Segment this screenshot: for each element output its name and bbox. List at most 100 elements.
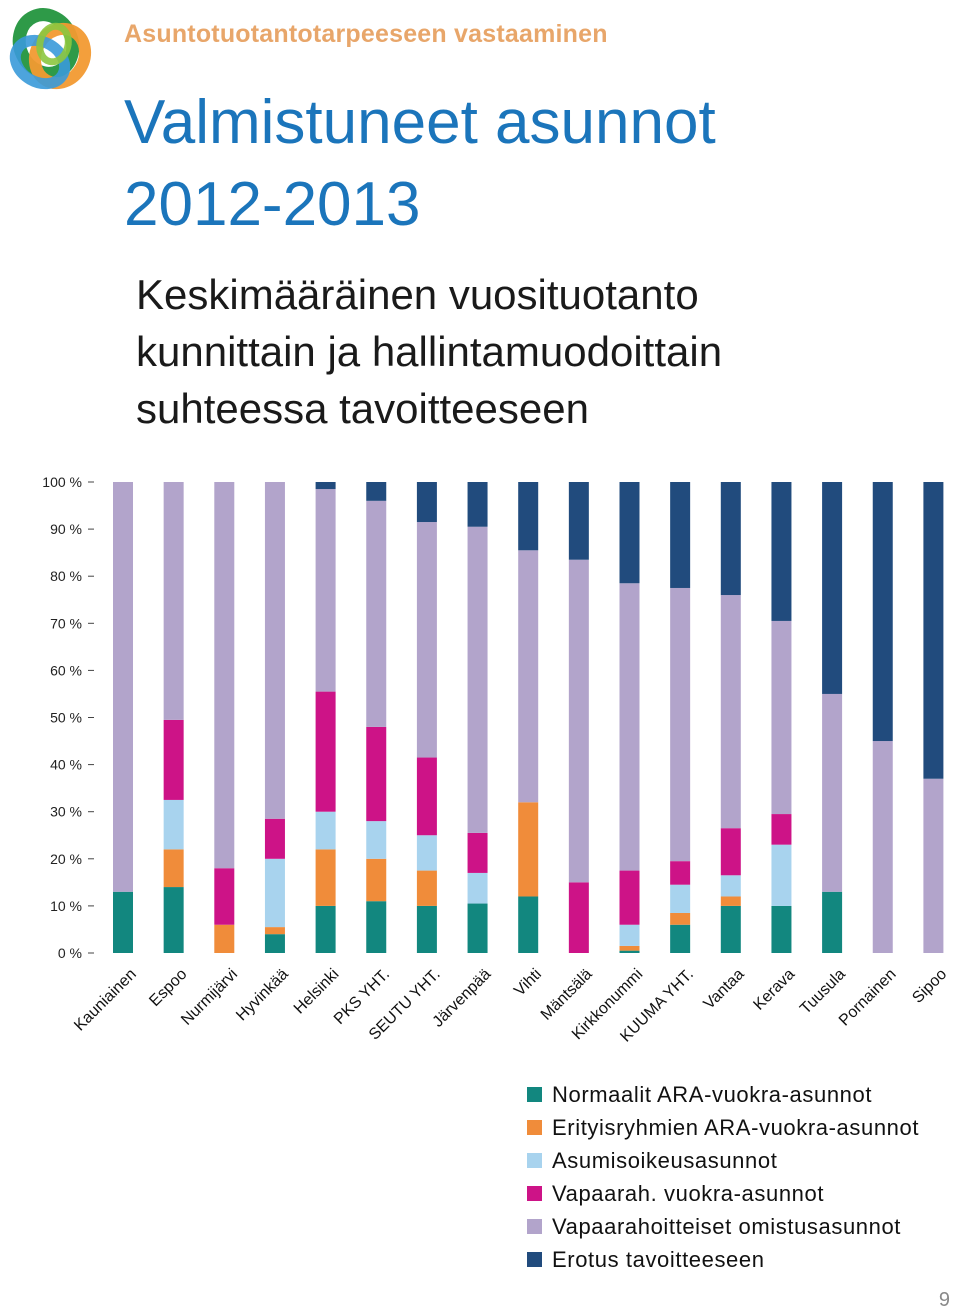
bar-segment [315, 811, 336, 850]
bar-segment [771, 482, 792, 621]
subtitle-line-2: kunnittain ja hallintamuodoittain [136, 328, 723, 375]
x-tick-label: Sipoo [909, 966, 950, 1007]
bar-segment [568, 559, 589, 883]
bar-segment [619, 950, 640, 953]
y-tick-label: 20 % [50, 851, 82, 867]
bar-segment [264, 858, 285, 928]
logo-icon [9, 8, 92, 90]
legend-swatch [527, 1120, 542, 1135]
legend-item: Asumisoikeusasunnot [527, 1144, 919, 1177]
x-tick-label: Kerava [750, 966, 798, 1014]
chart-legend: Normaalit ARA-vuokra-asunnot Erityisryhmi… [527, 1078, 919, 1276]
bar-segment [113, 891, 133, 953]
bar-segment [467, 482, 488, 527]
bar-segment [619, 583, 640, 871]
bar-segment [366, 500, 387, 727]
legend-item: Normaalit ARA-vuokra-asunnot [527, 1078, 919, 1111]
bar-segment [366, 858, 387, 902]
y-tick-label: 50 % [50, 710, 82, 726]
bar-segment [163, 849, 184, 888]
bar-segment [467, 903, 488, 953]
bar-segment [264, 818, 285, 859]
bar-segment [264, 934, 285, 953]
bar-segment [163, 482, 184, 720]
bar-segment [315, 849, 336, 906]
chart-subtitle: Keskimääräinen vuosituotanto kunnittain … [136, 266, 936, 437]
bar-segment [214, 924, 235, 953]
top-title: Asuntotuotantotarpeeseen vastaaminen [124, 20, 608, 48]
y-tick-label: 90 % [50, 521, 82, 537]
bar-segment [163, 719, 184, 800]
bar-segment [416, 757, 437, 836]
y-tick-label: 10 % [50, 898, 82, 914]
bar-segment [822, 482, 843, 694]
x-tick-label: Kauniainen [71, 966, 140, 1035]
legend-item: Erityisryhmien ARA-vuokra-asunnot [527, 1111, 919, 1144]
bar-segment [518, 550, 539, 803]
bar-segment [416, 870, 437, 906]
bar-segment [366, 726, 387, 822]
bar-segment [416, 482, 437, 523]
bar-segment [315, 489, 336, 692]
bar-segment [771, 844, 792, 906]
bar-segment [720, 896, 741, 906]
legend-label: Erotus tavoitteeseen [552, 1246, 765, 1272]
bar-segment [214, 868, 235, 925]
y-tick-label: 40 % [50, 757, 82, 773]
bar-segment [264, 482, 285, 819]
page-title: Valmistuneet asunnot 2012-2013 [124, 82, 924, 246]
page-title-line-1: Valmistuneet asunnot [124, 88, 716, 157]
bar-segment [822, 693, 843, 892]
bar-segment [366, 482, 387, 501]
page-number: 9 [938, 1289, 950, 1311]
bar-segment [518, 802, 539, 897]
bar-segment [670, 924, 691, 953]
legend-label: Asumisoikeusasunnot [552, 1147, 778, 1173]
legend-label: Vapaarahoitteiset omistusasunnot [552, 1213, 901, 1239]
legend-label: Normaalit ARA-vuokra-asunnot [552, 1081, 873, 1107]
bar-segment [720, 905, 741, 953]
legend-swatch [527, 1219, 542, 1234]
bar-segment [872, 741, 893, 953]
y-tick-label: 0 % [58, 945, 82, 961]
bar-segment [163, 887, 184, 953]
x-tick-label: Helsinki [291, 966, 343, 1018]
bar-segment [214, 482, 235, 869]
bar-segment [771, 620, 792, 815]
legend-label: Vapaarah. vuokra-asunnot [552, 1180, 825, 1206]
bar-segment [771, 905, 792, 953]
subtitle-line-3: suhteessa tavoitteeseen [136, 385, 589, 432]
bar-segment [366, 901, 387, 953]
y-tick-label: 100 % [42, 474, 82, 490]
bar-segment [670, 587, 691, 862]
x-tick-label: Tuusula [797, 966, 849, 1018]
bar-segment [619, 924, 640, 946]
x-tick-label: Hyvinkää [233, 966, 292, 1025]
x-tick-label: Vantaa [701, 966, 748, 1013]
page-title-line-2: 2012-2013 [124, 170, 421, 239]
bar-segment [720, 828, 741, 876]
bar-segment [315, 905, 336, 953]
legend-swatch [527, 1153, 542, 1168]
bar-segment [670, 482, 691, 588]
y-tick-label: 70 % [50, 615, 82, 631]
legend-swatch [527, 1252, 542, 1267]
legend-item: Erotus tavoitteeseen [527, 1243, 919, 1276]
y-tick-label: 60 % [50, 662, 82, 678]
bar-segment [416, 905, 437, 953]
bar-segment [670, 884, 691, 913]
legend-label: Erityisryhmien ARA-vuokra-asunnot [552, 1114, 920, 1140]
bar-segment [568, 882, 589, 953]
bar-segment [720, 875, 741, 897]
bar-segment [771, 814, 792, 845]
bar-segment [467, 872, 488, 904]
legend-swatch [527, 1186, 542, 1201]
bar-segment [670, 912, 691, 925]
legend-item: Vapaarahoitteiset omistusasunnot [527, 1210, 919, 1243]
bar-segment [619, 945, 640, 951]
bar-segment [619, 870, 640, 925]
bar-segment [720, 595, 741, 829]
y-tick-label: 80 % [50, 568, 82, 584]
bar-segment [264, 927, 285, 935]
bar-segment [822, 891, 843, 953]
